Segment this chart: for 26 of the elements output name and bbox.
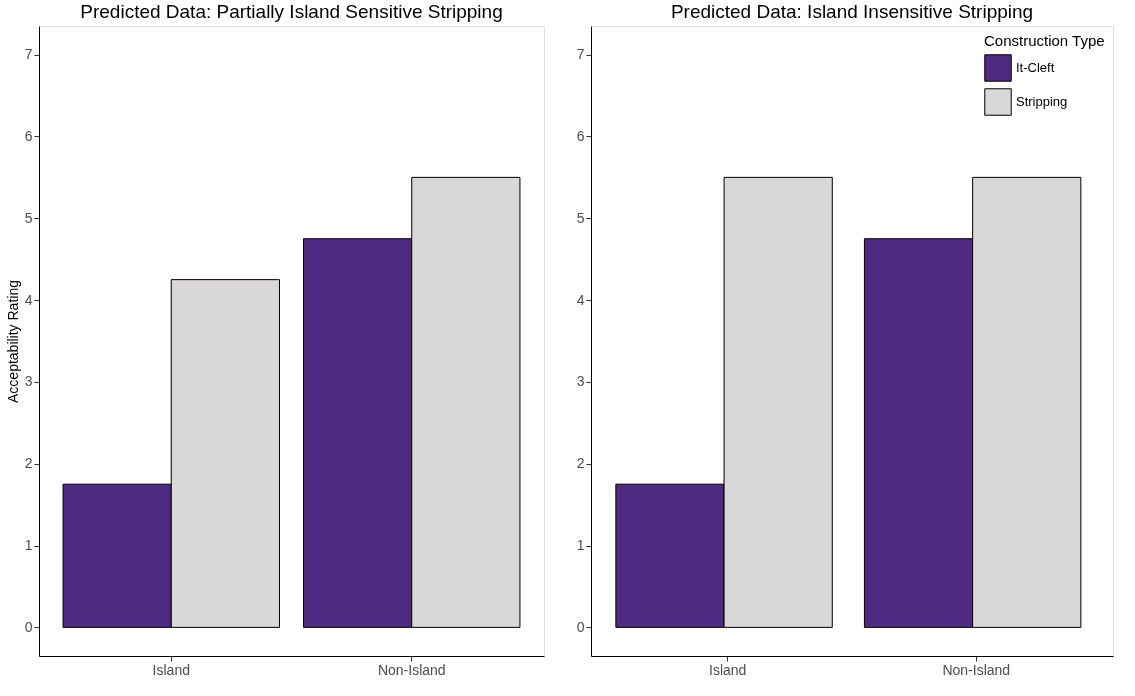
y-axis-title: Acceptability Rating (4, 280, 21, 403)
y-tick-label: 5 (24, 209, 33, 226)
y-tick-label: 7 (576, 46, 585, 63)
y-tick-label: 2 (24, 455, 33, 472)
y-tick-label: 0 (576, 618, 585, 635)
chart-title: Predicted Data: Partially Island Sensitive Stripping (80, 1, 503, 22)
legend-title: Construction Type (984, 32, 1105, 49)
y-tick-label: 6 (24, 127, 33, 144)
y-tick-label: 4 (576, 291, 585, 308)
y-tick-label: 1 (24, 537, 33, 554)
x-tick-label: Non-Island (377, 661, 446, 678)
x-tick-label: Non-Island (942, 661, 1011, 678)
x-tick-label: Island (709, 661, 747, 678)
legend-label: Stripping (1016, 94, 1068, 109)
y-tick-label: 1 (576, 537, 585, 554)
y-tick-label: 2 (576, 455, 585, 472)
y-tick-label: 7 (24, 46, 33, 63)
y-tick-label: 4 (24, 291, 33, 308)
chart-title: Predicted Data: Island Insensitive Stripping (670, 1, 1034, 22)
y-tick-label: 5 (576, 209, 585, 226)
y-tick-label: 6 (576, 127, 585, 144)
y-tick-label: 0 (24, 618, 33, 635)
y-tick-label: 3 (24, 373, 33, 390)
x-tick-label: Island (152, 661, 190, 678)
legend-label: It-Cleft (1016, 60, 1055, 75)
y-tick-label: 3 (576, 373, 585, 390)
